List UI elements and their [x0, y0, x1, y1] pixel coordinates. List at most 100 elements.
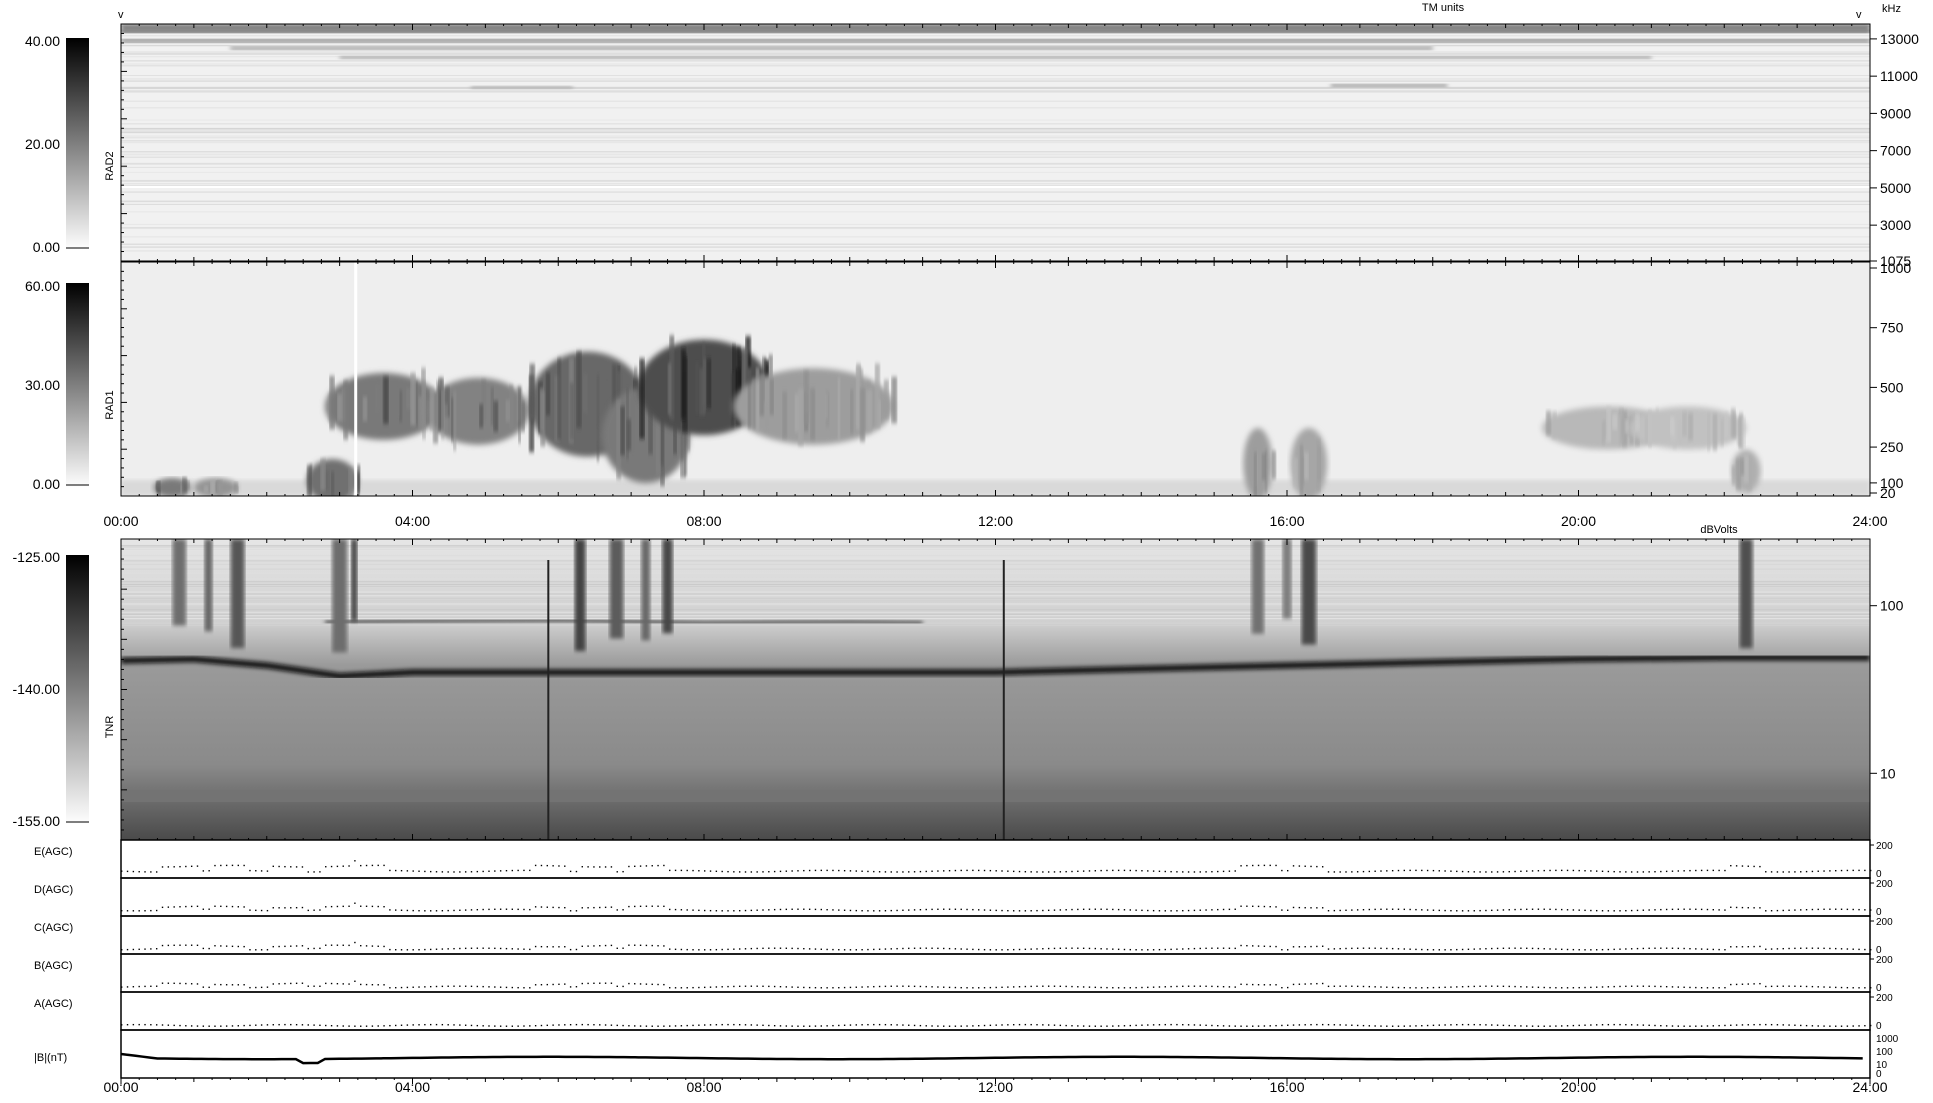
agc-point [1158, 1024, 1161, 1026]
agc-point [610, 982, 613, 984]
agc-point [1800, 985, 1802, 988]
agc-point [1823, 870, 1825, 872]
agc-point [1485, 871, 1487, 873]
rad1-burst-streak [521, 402, 525, 432]
agc-point [406, 949, 409, 951]
agc-point [190, 905, 193, 908]
agc-point [447, 1024, 449, 1026]
agc-point [698, 949, 700, 951]
agc-point [727, 870, 729, 873]
agc-point [488, 1025, 490, 1027]
agc-point [138, 1023, 140, 1026]
agc-point [1391, 986, 1394, 989]
rad1-burst-streak [1265, 449, 1268, 494]
agc-point [873, 1023, 875, 1026]
agc-point [290, 1023, 292, 1026]
agc-point [1479, 871, 1481, 873]
rad1-burst-streak [493, 400, 498, 432]
agc-point [173, 866, 175, 868]
agc-point [1333, 909, 1336, 912]
agc-point [744, 985, 747, 987]
agc-point [1660, 985, 1662, 988]
agc-point [1356, 909, 1359, 911]
agc-point [1362, 908, 1365, 911]
agc-point [1030, 948, 1032, 950]
agc-point [290, 945, 292, 947]
agc-point [931, 870, 933, 872]
agc-point [441, 985, 444, 988]
agc-point [587, 982, 589, 985]
agc-point [989, 1024, 992, 1027]
agc-point [1438, 949, 1440, 951]
rad2-background-line [121, 43, 1870, 45]
agc-point [709, 949, 712, 951]
agc-point [1794, 909, 1796, 911]
rad1-freq-label: 250 [1880, 439, 1904, 455]
rad2-freq-label: 7000 [1880, 143, 1911, 159]
agc-point [1018, 870, 1021, 873]
agc-point [336, 982, 339, 985]
rad1-burst-streak [612, 364, 618, 414]
agc-point [1695, 948, 1697, 950]
agc-point [534, 864, 537, 867]
time-tick-label: 00:00 [103, 1079, 138, 1095]
agc-point [1718, 909, 1720, 911]
agc-point [1100, 869, 1102, 872]
agc-point [1263, 984, 1266, 986]
agc-point [855, 870, 857, 872]
agc-point [1660, 870, 1662, 873]
agc-point [948, 869, 951, 872]
tnr-background-line [121, 604, 1870, 606]
rad1-burst-streak [331, 471, 334, 496]
agc-point [1520, 986, 1522, 988]
agc-point [820, 987, 822, 989]
agc-point [1036, 985, 1038, 987]
rad1-burst-streak [491, 387, 494, 426]
agc-point [1199, 1024, 1201, 1026]
agc-point [1205, 1024, 1207, 1027]
agc-point [704, 909, 706, 912]
agc-point [389, 987, 391, 989]
agc-point [202, 1025, 205, 1027]
agc-point [1147, 986, 1149, 989]
agc-point [453, 909, 455, 912]
agc-point [1374, 947, 1376, 949]
tnr-background-line [121, 563, 1870, 565]
agc-point [966, 987, 968, 989]
agc-point [1835, 986, 1837, 989]
agc-point [960, 908, 962, 911]
tnr-background-line [121, 565, 1870, 567]
agc-point [1712, 909, 1714, 911]
agc-point [738, 1023, 741, 1026]
agc-point [1158, 870, 1161, 873]
agc-point [680, 869, 683, 872]
rad1-burst-streak [399, 390, 402, 422]
agc-point [429, 948, 432, 951]
agc-point [284, 907, 286, 909]
agc-point [1467, 910, 1470, 912]
agc-point [1415, 908, 1417, 911]
rad1-burst-streak [707, 358, 712, 409]
agc-point [791, 1025, 793, 1027]
agc-point [849, 949, 852, 951]
rad2-band [470, 85, 573, 89]
rad1-burst-streak [445, 386, 450, 418]
agc-point [1082, 908, 1085, 911]
agc-point [1024, 1023, 1027, 1026]
agc-point [1549, 986, 1551, 989]
agc-point [1007, 1024, 1009, 1026]
rad2-background-line [121, 90, 1870, 92]
agc-point [1432, 986, 1435, 989]
agc-point [1182, 909, 1184, 912]
agc-point [185, 905, 187, 908]
agc-point [400, 869, 403, 872]
agc-point [1665, 985, 1668, 988]
agc-point [639, 865, 642, 867]
agc-point [1456, 910, 1458, 912]
agc-point [1333, 1024, 1336, 1026]
agc-point [867, 986, 869, 988]
agc-point [744, 948, 747, 950]
magnetic-tick-label: 1000 [1876, 1034, 1899, 1045]
rad1-burst-streak [433, 393, 438, 444]
agc-point [278, 1023, 280, 1026]
